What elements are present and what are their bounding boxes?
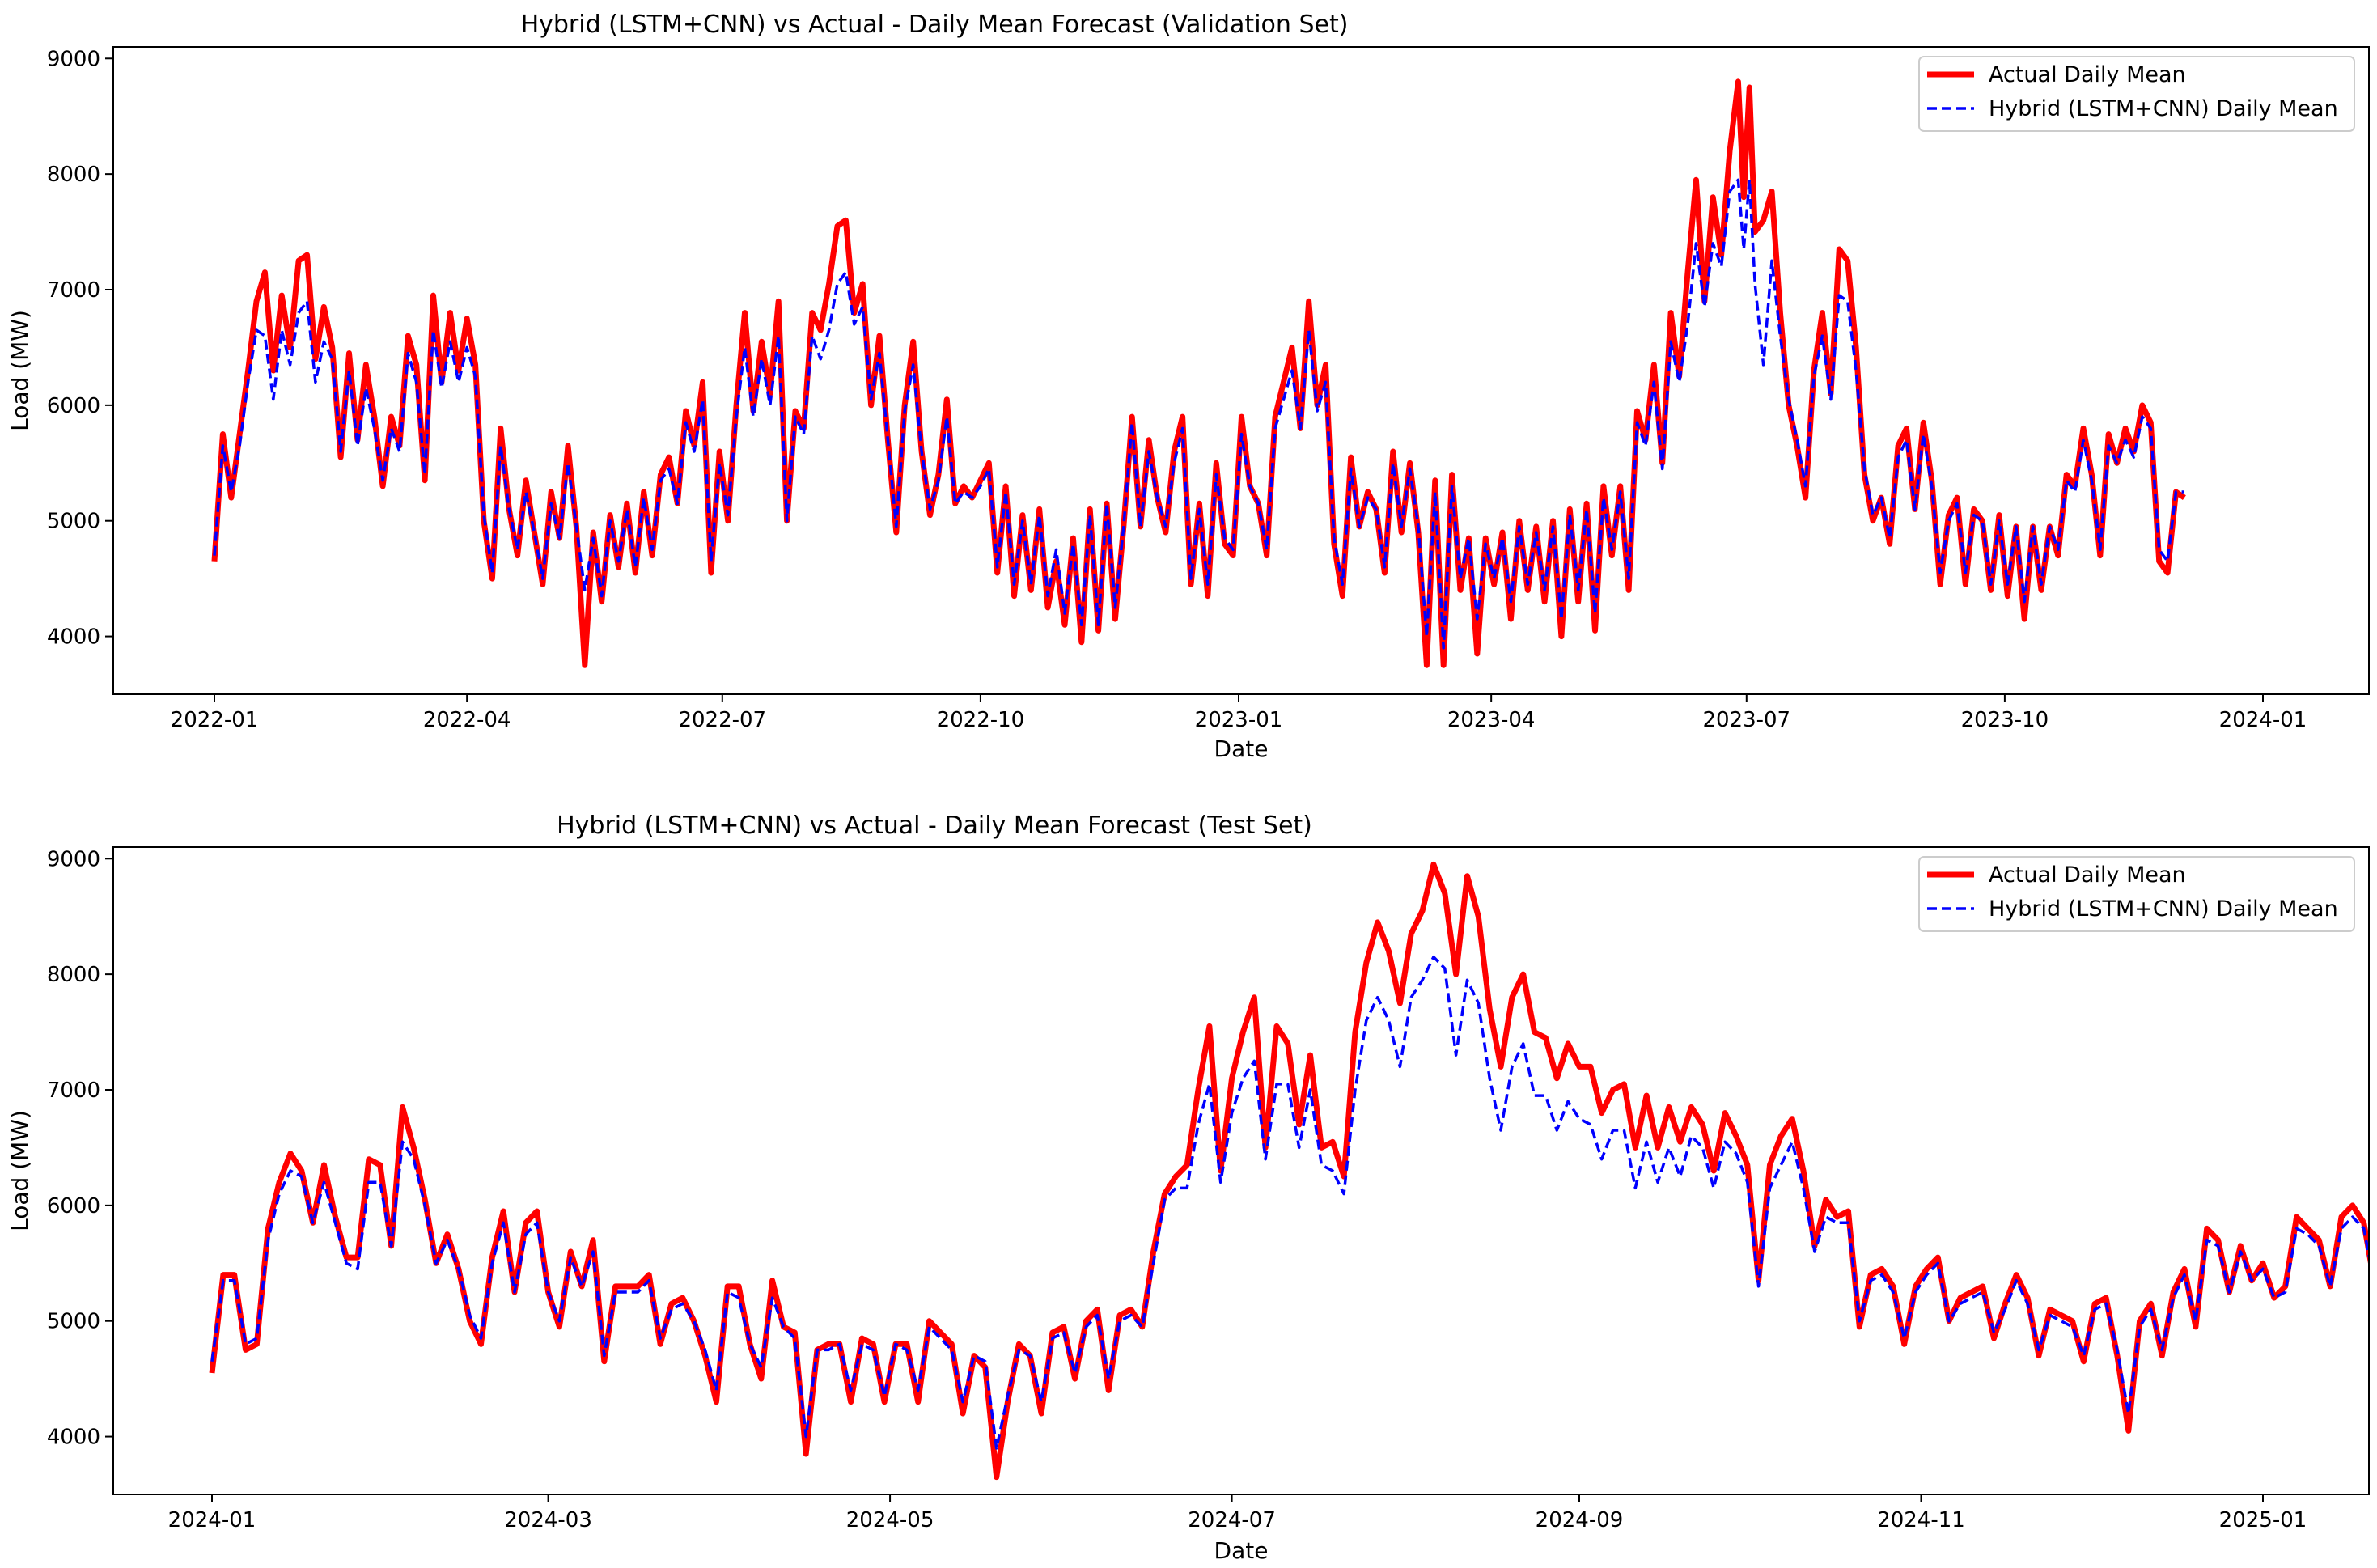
validation-chart: Hybrid (LSTM+CNN) vs Actual - Daily Mean… xyxy=(6,11,2370,762)
legend: Actual Daily Mean Hybrid (LSTM+CNN) Dail… xyxy=(1918,56,2355,132)
legend-box xyxy=(1918,856,2355,932)
y-tick-label: 7000 xyxy=(47,278,100,303)
x-tick-label: 2024-01 xyxy=(168,1508,256,1532)
x-tick-label: 2023-10 xyxy=(1961,708,2049,732)
legend-actual-label: Actual Daily Mean xyxy=(1989,62,2186,87)
x-tick-label: 2024-05 xyxy=(846,1508,934,1532)
x-tick-label: 2025-01 xyxy=(2219,1508,2307,1532)
x-axis-label: Date xyxy=(1214,735,1269,762)
y-tick-label: 4000 xyxy=(47,1426,100,1450)
y-tick-label: 9000 xyxy=(47,847,100,871)
y-tick-label: 6000 xyxy=(47,394,100,418)
hybrid-series-line xyxy=(210,955,2369,1450)
legend-actual-label: Actual Daily Mean xyxy=(1989,862,2186,888)
legend: Actual Daily Mean Hybrid (LSTM+CNN) Dail… xyxy=(1918,856,2355,932)
test-chart: Hybrid (LSTM+CNN) vs Actual - Daily Mean… xyxy=(6,812,2370,1564)
y-tick-label: 8000 xyxy=(47,163,100,187)
plot-area xyxy=(112,846,2370,1495)
hybrid-series-line xyxy=(213,178,2184,650)
y-tick-label: 5000 xyxy=(47,510,100,534)
y-axis-label: Load (MW) xyxy=(6,1110,33,1231)
x-tick-label: 2023-01 xyxy=(1195,708,1283,732)
x-tick-label: 2022-07 xyxy=(678,708,766,732)
x-tick-label: 2023-04 xyxy=(1447,708,1536,732)
x-tick-label: 2024-03 xyxy=(504,1508,592,1532)
y-tick-label: 7000 xyxy=(47,1079,100,1103)
y-tick-label: 8000 xyxy=(47,963,100,987)
x-tick-label: 2024-11 xyxy=(1877,1508,1965,1532)
x-axis-label: Date xyxy=(1214,1537,1269,1564)
x-tick-label: 2024-09 xyxy=(1536,1508,1624,1532)
chart-title: Hybrid (LSTM+CNN) vs Actual - Daily Mean… xyxy=(557,812,1312,840)
legend-hybrid-label: Hybrid (LSTM+CNN) Daily Mean xyxy=(1989,96,2338,121)
y-tick-label: 4000 xyxy=(47,625,100,650)
y-tick-label: 9000 xyxy=(47,47,100,71)
x-tick-label: 2024-01 xyxy=(2219,708,2307,732)
x-tick-label: 2024-07 xyxy=(1188,1508,1276,1532)
legend-box xyxy=(1918,56,2355,132)
x-tick-label: 2022-01 xyxy=(171,708,259,732)
y-tick-label: 5000 xyxy=(47,1310,100,1334)
y-tick-label: 6000 xyxy=(47,1194,100,1218)
x-tick-label: 2023-07 xyxy=(1702,708,1790,732)
y-axis-label: Load (MW) xyxy=(6,310,33,431)
x-tick-label: 2022-10 xyxy=(937,708,1025,732)
x-tick-label: 2022-04 xyxy=(423,708,511,732)
chart-title: Hybrid (LSTM+CNN) vs Actual - Daily Mean… xyxy=(521,11,1349,39)
plot-area xyxy=(112,46,2370,695)
legend-hybrid-label: Hybrid (LSTM+CNN) Daily Mean xyxy=(1989,896,2338,922)
